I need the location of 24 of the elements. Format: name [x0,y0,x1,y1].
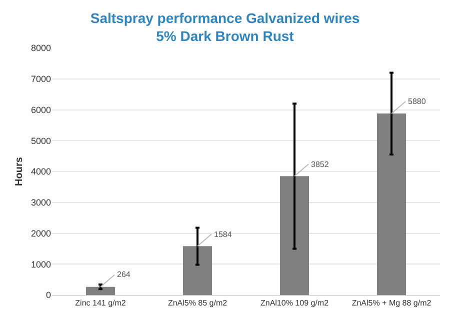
y-tick-label: 2000 [30,228,51,238]
y-tick-label: 6000 [30,104,51,115]
y-tick-label: 3000 [30,198,51,208]
y-tick-label: 1000 [30,259,51,270]
data-label: 264 [117,270,131,279]
bar [86,286,116,295]
x-tick-label: ZnAl5% 85 g/m2 [168,298,228,308]
y-tick-label: 7000 [30,74,51,84]
y-tick-label: 0 [46,290,51,300]
bar [280,176,310,295]
y-tick-label: 4000 [30,166,51,177]
x-tick-label: Zinc 141 g/m2 [75,298,126,308]
y-axis-title: Hours [14,156,25,186]
bar [182,246,212,295]
chart-subtitle: 5% Dark Brown Rust [156,28,294,44]
data-label: 5880 [408,97,426,106]
y-tick-label: 5000 [30,136,51,146]
bar [376,113,406,295]
x-tick-label: ZnAl10% 109 g/m2 [260,298,330,308]
data-label: 1584 [214,230,232,239]
y-tick-label: 8000 [30,43,51,54]
data-label: 3852 [311,160,330,169]
chart-title: Saltspray performance Galvanized wires [90,10,360,26]
x-tick-label: ZnAl5% + Mg 88 g/m2 [352,298,432,308]
